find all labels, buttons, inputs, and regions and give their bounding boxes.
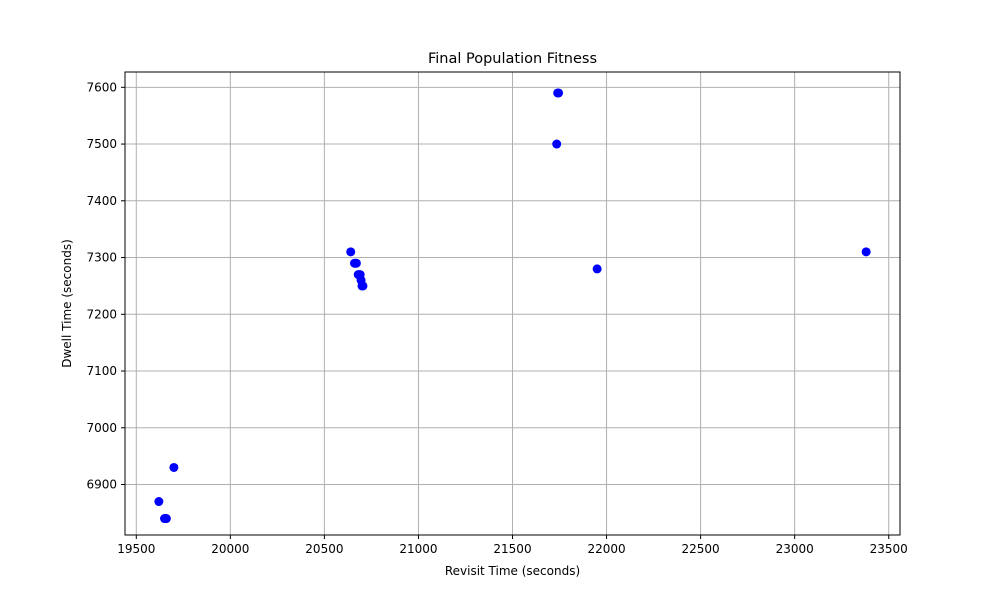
data-point [554, 88, 564, 98]
x-tick-label: 21000 [399, 542, 437, 556]
data-point [861, 247, 871, 257]
y-axis-label: Dwell Time (seconds) [60, 239, 74, 368]
y-tick-label: 6900 [86, 478, 117, 492]
x-tick-label: 20500 [305, 542, 343, 556]
x-tick-label: 20000 [211, 542, 249, 556]
y-tick-label: 7200 [86, 307, 117, 321]
data-point [346, 247, 356, 257]
data-point [358, 281, 368, 291]
x-axis-label: Revisit Time (seconds) [445, 564, 580, 578]
grid [125, 72, 900, 535]
chart-title: Final Population Fitness [428, 51, 597, 67]
data-point [161, 514, 171, 524]
x-tick-label: 22000 [587, 542, 625, 556]
y-tick-label: 7300 [86, 251, 117, 265]
y-tick-label: 7600 [86, 80, 117, 94]
y-tick-label: 7000 [86, 421, 117, 435]
y-tick-label: 7100 [86, 364, 117, 378]
data-point [169, 462, 179, 472]
x-tick-label: 19500 [117, 542, 155, 556]
x-tick-label: 22500 [682, 542, 720, 556]
x-tick-label: 23000 [776, 542, 814, 556]
data-point [351, 258, 361, 268]
data-point [154, 497, 164, 507]
x-tick-label: 21500 [493, 542, 531, 556]
x-tick-label: 23500 [870, 542, 908, 556]
y-tick-label: 7500 [86, 137, 117, 151]
data-point [592, 264, 602, 274]
y-tick-label: 7400 [86, 194, 117, 208]
axis-ticks: 19500 20000 20500 21000 21500 22000 22500 23000… [86, 80, 907, 556]
data-points [154, 88, 871, 524]
data-point [552, 139, 562, 149]
